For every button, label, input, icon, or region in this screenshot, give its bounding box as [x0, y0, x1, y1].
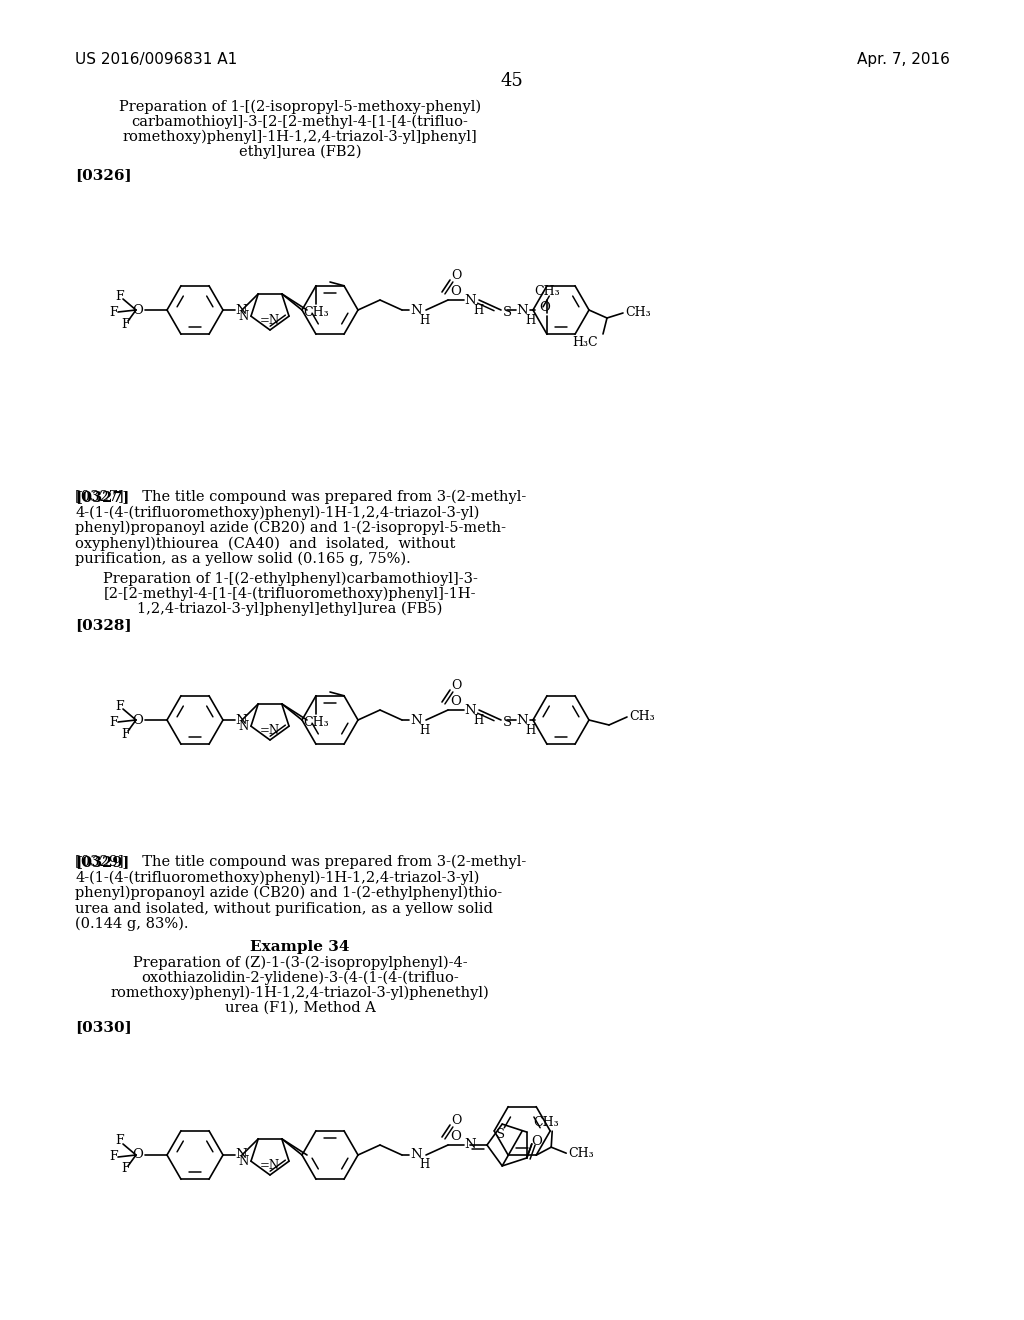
Text: phenyl)propanoyl azide (CB20) and 1-(2-ethylphenyl)thio-: phenyl)propanoyl azide (CB20) and 1-(2-e…: [75, 886, 502, 900]
Text: 4-(1-(4-(trifluoromethoxy)phenyl)-1H-1,2,4-triazol-3-yl): 4-(1-(4-(trifluoromethoxy)phenyl)-1H-1,2…: [75, 870, 479, 884]
Text: CH₃: CH₃: [303, 306, 329, 318]
Text: Apr. 7, 2016: Apr. 7, 2016: [857, 51, 950, 67]
Text: N: N: [234, 1148, 247, 1162]
Text: CH₃: CH₃: [629, 710, 654, 723]
Text: O: O: [450, 1130, 461, 1143]
Text: Preparation of 1-[(2-ethylphenyl)carbamothioyl]-3-: Preparation of 1-[(2-ethylphenyl)carbamo…: [102, 572, 477, 586]
Text: N: N: [410, 714, 422, 726]
Text: N: N: [516, 304, 527, 317]
Text: [0330]: [0330]: [75, 1020, 132, 1034]
Text: H: H: [473, 714, 483, 726]
Text: Example 34: Example 34: [250, 940, 350, 954]
Text: O: O: [450, 696, 461, 708]
Text: O: O: [530, 1135, 542, 1148]
Text: oxothiazolidin-2-ylidene)-3-(4-(1-(4-(trifluo-: oxothiazolidin-2-ylidene)-3-(4-(1-(4-(tr…: [141, 972, 459, 986]
Text: [0329]    The title compound was prepared from 3-(2-methyl-: [0329] The title compound was prepared f…: [75, 855, 526, 870]
Text: phenyl)propanoyl azide (CB20) and 1-(2-isopropyl-5-meth-: phenyl)propanoyl azide (CB20) and 1-(2-i…: [75, 521, 506, 536]
Text: S: S: [496, 1129, 505, 1140]
Text: [0327]    The title compound was prepared from 3-(2-methyl-: [0327] The title compound was prepared f…: [75, 490, 526, 504]
Text: F: F: [122, 318, 130, 330]
Text: CH₃: CH₃: [568, 1147, 594, 1160]
Text: N: N: [239, 1155, 249, 1168]
Text: ethyl]urea (FB2): ethyl]urea (FB2): [239, 145, 361, 160]
Text: (0.144 g, 83%).: (0.144 g, 83%).: [75, 917, 188, 932]
Text: F: F: [110, 715, 119, 729]
Text: CH₃: CH₃: [535, 285, 560, 298]
Text: N: N: [239, 310, 249, 322]
Text: N: N: [464, 293, 475, 306]
Text: purification, as a yellow solid (0.165 g, 75%).: purification, as a yellow solid (0.165 g…: [75, 552, 411, 566]
Text: N: N: [464, 704, 475, 717]
Text: F: F: [122, 727, 130, 741]
Text: CH₃: CH₃: [303, 715, 329, 729]
Text: F: F: [116, 289, 124, 302]
Text: [0329]: [0329]: [75, 855, 129, 869]
Text: CH₃: CH₃: [625, 306, 650, 319]
Text: S: S: [503, 715, 512, 729]
Text: F: F: [116, 1134, 124, 1147]
Text: N: N: [464, 1138, 475, 1151]
Text: N: N: [234, 714, 247, 726]
Text: urea and isolated, without purification, as a yellow solid: urea and isolated, without purification,…: [75, 902, 493, 916]
Text: =N: =N: [260, 723, 280, 737]
Text: =N: =N: [260, 1159, 280, 1172]
Text: 1,2,4-triazol-3-yl]phenyl]ethyl]urea (FB5): 1,2,4-triazol-3-yl]phenyl]ethyl]urea (FB…: [137, 602, 442, 616]
Text: romethoxy)phenyl]-1H-1,2,4-triazol-3-yl]phenyl]: romethoxy)phenyl]-1H-1,2,4-triazol-3-yl]…: [123, 129, 477, 144]
Text: O: O: [132, 714, 143, 726]
Text: N: N: [410, 304, 422, 317]
Text: Preparation of (Z)-1-(3-(2-isopropylphenyl)-4-: Preparation of (Z)-1-(3-(2-isopropylphen…: [133, 956, 467, 970]
Text: [0326]: [0326]: [75, 168, 132, 182]
Text: N: N: [239, 719, 249, 733]
Text: carbamothioyl]-3-[2-[2-methyl-4-[1-[4-(trifluo-: carbamothioyl]-3-[2-[2-methyl-4-[1-[4-(t…: [131, 115, 468, 129]
Text: O: O: [451, 678, 462, 692]
Text: O: O: [451, 269, 462, 282]
Text: O: O: [540, 301, 551, 314]
Text: F: F: [110, 1151, 119, 1163]
Text: F: F: [110, 305, 119, 318]
Text: H: H: [419, 314, 429, 326]
Text: romethoxy)phenyl)-1H-1,2,4-triazol-3-yl)phenethyl): romethoxy)phenyl)-1H-1,2,4-triazol-3-yl)…: [111, 986, 489, 1001]
Text: H: H: [525, 314, 536, 326]
Text: US 2016/0096831 A1: US 2016/0096831 A1: [75, 51, 238, 67]
Text: H: H: [419, 1159, 429, 1172]
Text: O: O: [451, 1114, 462, 1127]
Text: O: O: [132, 1148, 143, 1162]
Text: H: H: [419, 723, 429, 737]
Text: H₃C: H₃C: [572, 337, 598, 348]
Text: H: H: [525, 723, 536, 737]
Text: N: N: [234, 304, 247, 317]
Text: Preparation of 1-[(2-isopropyl-5-methoxy-phenyl): Preparation of 1-[(2-isopropyl-5-methoxy…: [119, 100, 481, 115]
Text: urea (F1), Method A: urea (F1), Method A: [224, 1001, 376, 1015]
Text: [0327]: [0327]: [75, 490, 129, 504]
Text: O: O: [450, 285, 461, 298]
Text: N: N: [410, 1148, 422, 1162]
Text: H: H: [473, 304, 483, 317]
Text: [2-[2-methyl-4-[1-[4-(trifluoromethoxy)phenyl]-1H-: [2-[2-methyl-4-[1-[4-(trifluoromethoxy)p…: [103, 587, 476, 602]
Text: F: F: [116, 700, 124, 713]
Text: =N: =N: [260, 314, 280, 327]
Text: 4-(1-(4-(trifluoromethoxy)phenyl)-1H-1,2,4-triazol-3-yl): 4-(1-(4-(trifluoromethoxy)phenyl)-1H-1,2…: [75, 506, 479, 520]
Text: oxyphenyl)thiourea  (CA40)  and  isolated,  without: oxyphenyl)thiourea (CA40) and isolated, …: [75, 536, 456, 550]
Text: O: O: [132, 304, 143, 317]
Text: 45: 45: [501, 73, 523, 90]
Text: [0328]: [0328]: [75, 618, 132, 632]
Text: N: N: [516, 714, 527, 726]
Text: F: F: [122, 1163, 130, 1176]
Text: CH₃: CH₃: [534, 1117, 559, 1129]
Text: S: S: [503, 305, 512, 318]
